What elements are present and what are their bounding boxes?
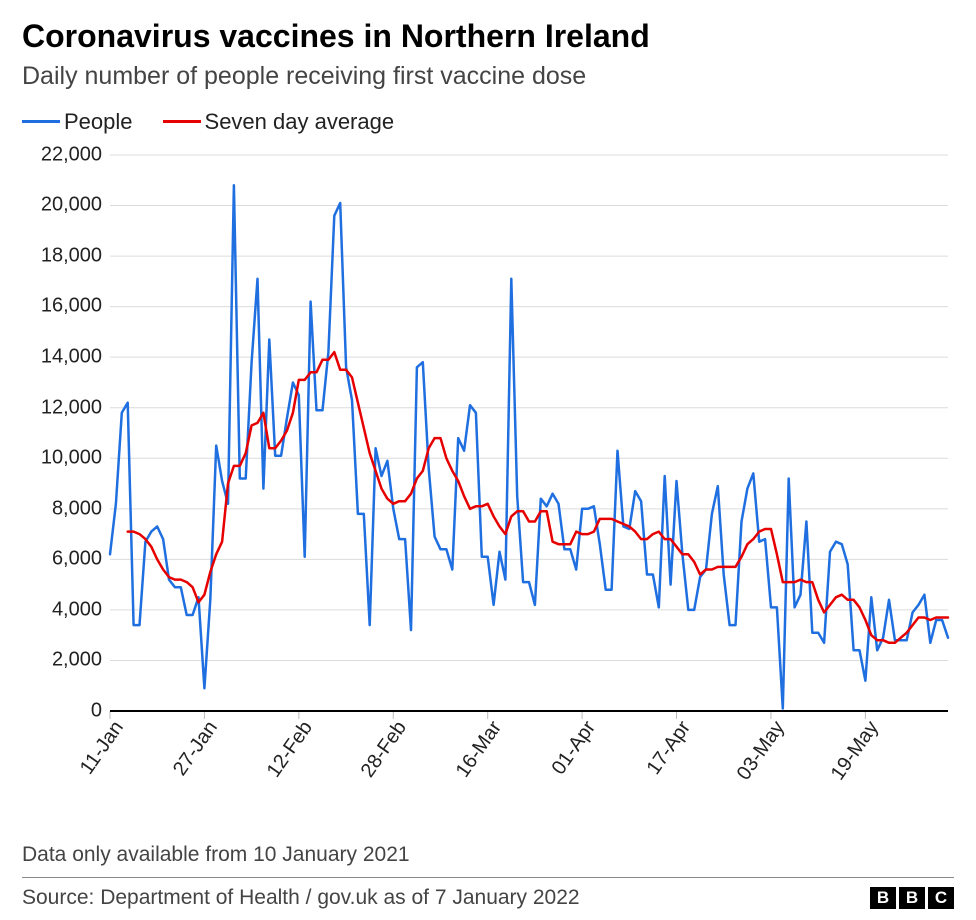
x-tick-label: 03-May [714,717,790,812]
legend-item-people: People [22,109,133,135]
chart-area: 0 2,000 4,000 6,000 8,000 10,000 12,000 14,000 1… [22,149,952,789]
x-tick-label: 28-Feb [336,717,412,812]
x-tick-label: 17-Apr [619,717,695,812]
y-tick-label: 6,000 [52,548,102,571]
y-tick-label: 0 [91,699,102,722]
series-People [110,185,948,708]
y-tick-label: 22,000 [41,143,102,166]
bbc-letter: B [899,887,925,909]
y-tick-label: 2,000 [52,649,102,672]
y-tick-label: 10,000 [41,447,102,470]
legend: People Seven day average [22,109,954,135]
x-tick-label: 11-Jan [53,717,129,812]
divider [22,877,954,878]
bbc-logo: BBC [870,887,954,909]
x-tick-label: 01-Apr [525,717,601,812]
legend-swatch-people [22,120,60,123]
y-axis-labels: 02,0004,0006,0008,00010,00012,00014,0001… [22,149,110,709]
x-tick-label: 12-Feb [241,717,317,812]
chart-title: Coronavirus vaccines in Northern Ireland [22,18,954,55]
y-tick-label: 16,000 [41,295,102,318]
y-tick-label: 12,000 [41,396,102,419]
bbc-letter: C [928,887,954,909]
x-tick-label: 27-Jan [147,717,223,812]
chart-subtitle: Daily number of people receiving first v… [22,61,954,91]
y-tick-label: 8,000 [52,497,102,520]
y-tick-label: 20,000 [41,194,102,217]
x-tick-label: 19-May [808,717,884,812]
legend-label-people: People [64,109,133,135]
chart-card: Coronavirus vaccines in Northern Ireland… [0,0,976,920]
footer: Data only available from 10 January 2021… [22,843,954,910]
bbc-letter: B [870,887,896,909]
y-tick-label: 18,000 [41,244,102,267]
plot-svg [110,155,948,711]
x-tick-label: 16-Mar [430,717,506,812]
footnote: Data only available from 10 January 2021 [22,843,954,867]
x-axis-labels: 11-Jan27-Jan12-Feb28-Feb16-Mar01-Apr17-A… [110,717,948,797]
legend-swatch-avg [163,120,201,123]
legend-label-avg: Seven day average [205,109,395,135]
source-text: Source: Department of Health / gov.uk as… [22,886,580,910]
y-tick-label: 14,000 [41,345,102,368]
source-row: Source: Department of Health / gov.uk as… [22,886,954,910]
y-tick-label: 4,000 [52,598,102,621]
legend-item-avg: Seven day average [163,109,395,135]
